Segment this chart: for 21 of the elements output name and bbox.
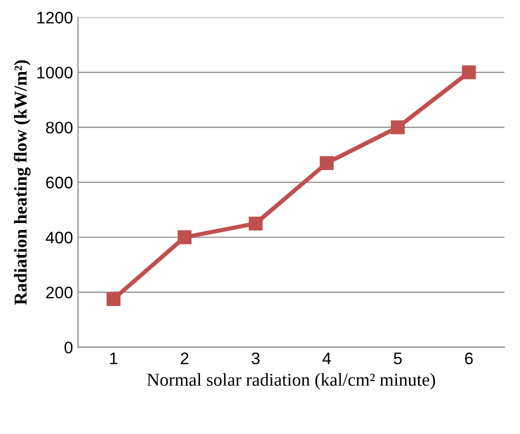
y-axis-title: Radiation heating flow (kW/m²) [14, 60, 31, 305]
x-tick-label: 4 [322, 352, 331, 364]
x-axis-title: Normal solar radiation (kal/cm² minute) [147, 373, 436, 390]
y-tick-label: 1000 [37, 66, 72, 79]
point [462, 65, 476, 80]
point [390, 120, 405, 134]
x-tick-label: 1 [110, 352, 118, 364]
point [106, 292, 120, 306]
point [178, 230, 192, 244]
x-tick-label: 2 [180, 352, 188, 364]
y-tick-label: 600 [46, 176, 72, 188]
y-tick-label: 1200 [37, 12, 72, 24]
x-tick-label: 3 [252, 352, 260, 364]
x-tick-label: 6 [465, 352, 473, 364]
y-tick-label: 800 [46, 122, 72, 134]
point [320, 156, 334, 170]
y-tick-label: 200 [46, 286, 72, 298]
y-tick-label: 0 [64, 342, 72, 354]
y-tick-label: 400 [46, 232, 72, 244]
x-tick-label: 5 [394, 352, 402, 364]
point [248, 216, 263, 230]
